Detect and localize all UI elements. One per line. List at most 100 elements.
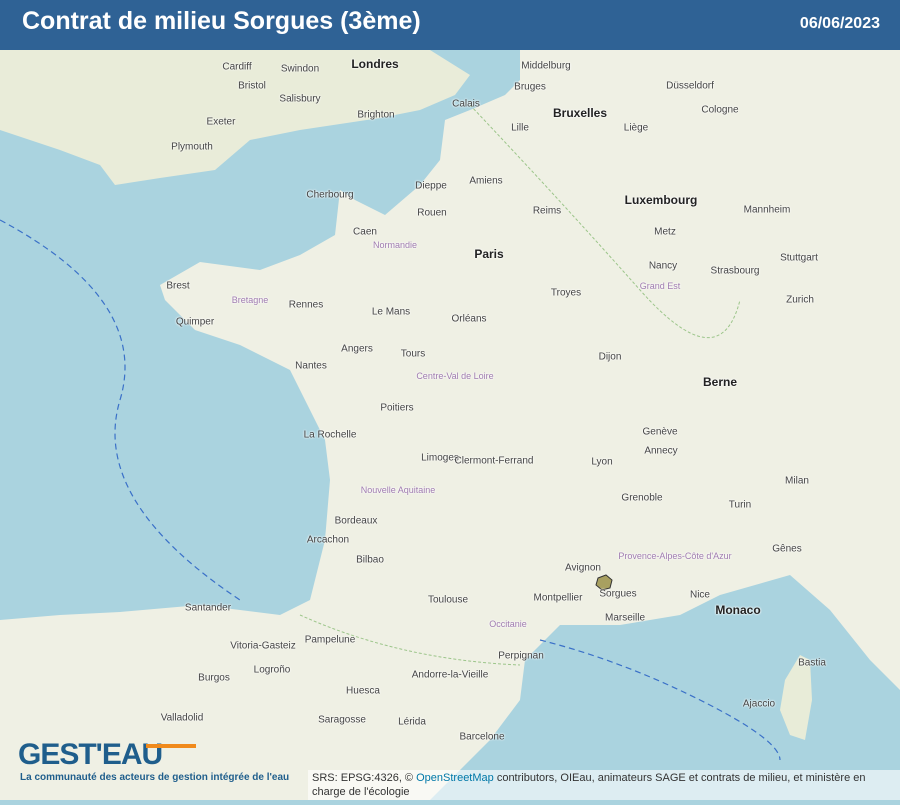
page-title: Contrat de milieu Sorgues (3ème) xyxy=(22,7,421,35)
city-label: Ajaccio xyxy=(742,698,776,710)
city-label: Amiens xyxy=(469,175,503,187)
city-label: Angers xyxy=(341,343,373,355)
city-label: Dieppe xyxy=(415,180,447,192)
city-label: Milan xyxy=(785,475,809,487)
city-label: Düsseldorf xyxy=(666,80,714,92)
city-label: Bristol xyxy=(238,80,266,92)
city-label: Swindon xyxy=(280,63,320,75)
city-label: Marseille xyxy=(604,612,646,624)
city-label: La Rochelle xyxy=(303,429,357,441)
region-label: Provence-Alpes-Côte d'Azur xyxy=(618,551,732,561)
city-label: Lille xyxy=(511,122,529,134)
city-label: Andorre-la-Vieille xyxy=(411,669,489,681)
date-label: 06/06/2023 xyxy=(799,15,880,32)
city-label: Burgos xyxy=(198,672,230,684)
city-label: Brest xyxy=(166,280,190,292)
maritime-boundary xyxy=(539,639,781,761)
city-label: Turin xyxy=(728,499,752,511)
city-label: Mannheim xyxy=(743,204,791,216)
logo-tagline: La communauté des acteurs de gestion int… xyxy=(20,772,290,783)
city-label: Barcelone xyxy=(459,731,505,743)
city-label: Bastia xyxy=(798,657,826,669)
gesteau-logo: GEST'EAU La communauté des acteurs de ge… xyxy=(18,738,290,783)
city-label: Metz xyxy=(654,226,676,238)
city-label: Stuttgart xyxy=(780,252,818,264)
city-label: Bordeaux xyxy=(334,515,378,527)
border-line xyxy=(299,614,521,666)
city-label: Toulouse xyxy=(427,594,469,606)
region-label: Normandie xyxy=(372,240,418,250)
city-label: Caen xyxy=(353,226,377,238)
city-label: Zurich xyxy=(786,294,814,306)
city-label: Reims xyxy=(532,205,562,217)
city-label: Cherbourg xyxy=(306,189,354,201)
uk-land xyxy=(0,50,470,185)
city-label: Rennes xyxy=(288,299,324,311)
city-label: Luxembourg xyxy=(624,193,698,207)
region-label: Nouvelle Aquitaine xyxy=(360,485,436,495)
city-label: Brighton xyxy=(357,109,395,121)
city-label: Troyes xyxy=(550,287,582,299)
city-label: Nantes xyxy=(295,360,327,372)
city-label: Londres xyxy=(351,57,399,71)
city-label: Paris xyxy=(474,247,504,261)
city-label: Cologne xyxy=(701,104,739,116)
city-label: Arcachon xyxy=(306,534,350,546)
attribution-prefix: SRS: EPSG:4326, © xyxy=(312,772,417,784)
city-label: Nice xyxy=(689,589,711,601)
border-line xyxy=(469,104,741,339)
region-label: Occitanie xyxy=(489,619,527,629)
corsica-land xyxy=(780,655,812,740)
region-label: Bretagne xyxy=(231,295,269,305)
osm-link[interactable]: OpenStreetMap xyxy=(416,772,494,784)
city-label: Exeter xyxy=(206,116,236,128)
city-label: Plymouth xyxy=(171,141,213,153)
header-bar: Contrat de milieu Sorgues (3ème) 06/06/2… xyxy=(0,0,900,50)
city-label: Dijon xyxy=(598,351,622,363)
city-label: Grenoble xyxy=(621,492,663,504)
city-label: Poitiers xyxy=(380,402,414,414)
map-base xyxy=(0,50,900,800)
city-label: Orléans xyxy=(451,313,487,325)
map-view[interactable]: Londres Cardiff Swindon Bristol Salisbury Bri… xyxy=(0,50,900,800)
city-label: Pampelune xyxy=(304,634,356,646)
city-label: Huesca xyxy=(346,685,380,697)
continent-land xyxy=(0,50,900,800)
maritime-boundary xyxy=(0,219,241,601)
city-label: Valladolid xyxy=(160,712,204,724)
city-label: Montpellier xyxy=(533,592,583,604)
city-label: Quimper xyxy=(175,316,215,328)
city-label: Liège xyxy=(623,122,649,134)
map-attribution: SRS: EPSG:4326, © OpenStreetMap contribu… xyxy=(308,770,900,800)
region-label: Grand Est xyxy=(639,281,681,291)
city-label: Bilbao xyxy=(356,554,384,566)
city-label: Salisbury xyxy=(279,93,321,105)
city-label: Monaco xyxy=(715,603,761,617)
city-label: Cardiff xyxy=(222,61,252,73)
city-label: Vitoria-Gasteiz xyxy=(230,640,296,652)
city-label: Rouen xyxy=(417,207,447,219)
city-label: Sorgues xyxy=(599,588,637,600)
city-label: Lérida xyxy=(398,716,426,728)
city-label: Annecy xyxy=(644,445,678,457)
city-label: Santander xyxy=(184,602,232,614)
city-label: Strasbourg xyxy=(710,265,760,277)
city-label: Nancy xyxy=(648,260,678,272)
city-label: Avignon xyxy=(565,562,601,574)
city-label: Saragosse xyxy=(318,714,366,726)
city-label: Tours xyxy=(400,348,426,360)
city-label: Logroño xyxy=(253,664,291,676)
city-label: Gênes xyxy=(772,543,802,555)
city-label: Le Mans xyxy=(371,306,411,318)
city-label: Calais xyxy=(452,98,480,110)
city-label: Limoges xyxy=(421,452,459,464)
region-label: Centre-Val de Loire xyxy=(416,371,494,381)
city-label: Genève xyxy=(642,426,678,438)
city-label: Bruxelles xyxy=(552,106,608,120)
sorgues-area[interactable] xyxy=(595,574,613,591)
city-label: Berne xyxy=(702,375,738,389)
attribution-suffix: contributors, OIEau, animateurs SAGE et … xyxy=(312,772,866,798)
city-label: Clermont-Ferrand xyxy=(454,455,534,467)
city-label: Middelburg xyxy=(521,60,571,72)
city-label: Lyon xyxy=(591,456,613,468)
